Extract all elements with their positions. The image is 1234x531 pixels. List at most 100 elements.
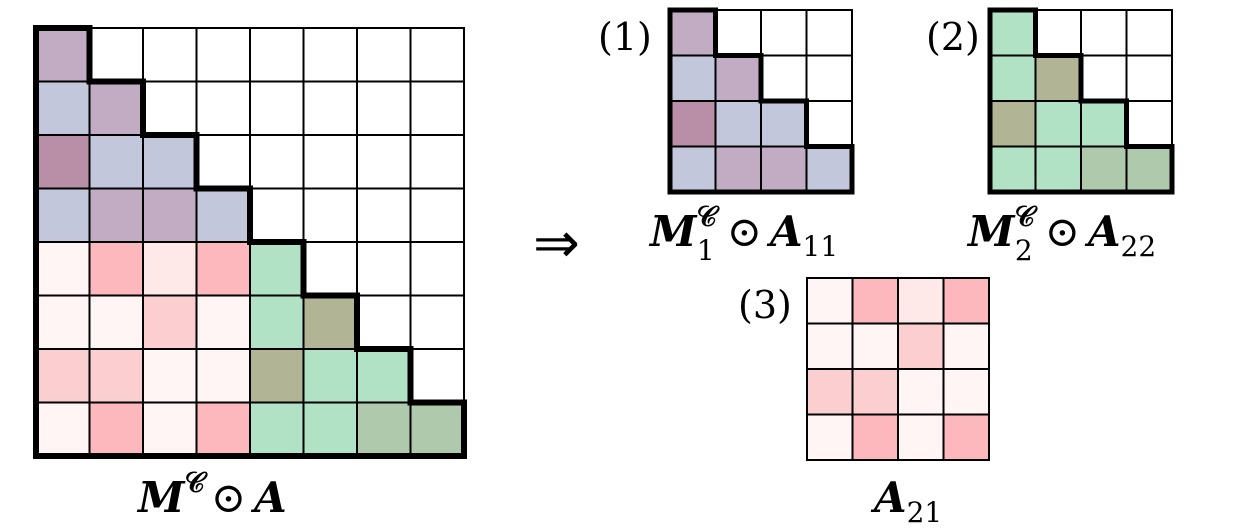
masked-cell [1080, 54, 1128, 102]
attended-cell [88, 241, 144, 297]
block-22-caption: M𝒞 2 ⊙ A22 [966, 200, 1156, 267]
attended-cell [851, 322, 899, 370]
masked-cell [805, 54, 853, 102]
attended-cell [897, 322, 945, 370]
masked-cell [760, 54, 808, 102]
block-11-grid [667, 7, 855, 195]
masked-cell [249, 134, 305, 190]
masked-cell [409, 241, 465, 297]
block-21-grid [806, 277, 990, 461]
masked-cell [409, 80, 465, 136]
causal-mask-outline [987, 7, 1175, 195]
attended-cell [1125, 145, 1173, 193]
masked-cell [302, 80, 358, 136]
block-1-label: (1) [598, 15, 652, 59]
attended-cell [35, 80, 91, 136]
masked-cell [142, 27, 198, 83]
attended-cell [195, 241, 251, 297]
masked-cell [249, 80, 305, 136]
attended-cell [35, 294, 91, 350]
attended-cell [195, 348, 251, 404]
attended-cell [88, 134, 144, 190]
attended-cell [851, 277, 899, 325]
attended-cell [142, 187, 198, 243]
masked-cell [195, 80, 251, 136]
attended-cell [302, 401, 358, 457]
attended-cell [88, 401, 144, 457]
attended-cell [714, 54, 762, 102]
attended-cell [942, 413, 990, 461]
attended-cell [806, 368, 854, 416]
attended-cell [249, 241, 305, 297]
masked-cell [1125, 9, 1173, 57]
attended-cell [897, 277, 945, 325]
block-2-label: (2) [926, 15, 980, 59]
attended-cell [249, 294, 305, 350]
attended-cell [1034, 100, 1082, 148]
attended-cell [142, 294, 198, 350]
attended-cell [942, 277, 990, 325]
attended-cell [806, 322, 854, 370]
masked-cell [356, 187, 412, 243]
attended-cell [806, 277, 854, 325]
masked-cell [1125, 54, 1173, 102]
attended-cell [806, 413, 854, 461]
attended-cell [35, 241, 91, 297]
attended-cell [356, 348, 412, 404]
masked-cell [1034, 9, 1082, 57]
full-mask-grid [33, 25, 467, 459]
attended-cell [851, 368, 899, 416]
attended-cell [142, 241, 198, 297]
masked-cell [805, 9, 853, 57]
attended-cell [35, 134, 91, 190]
implies-arrow: ⇒ [533, 211, 580, 276]
masked-cell [409, 187, 465, 243]
attended-cell [989, 54, 1037, 102]
masked-cell [409, 348, 465, 404]
attended-cell [302, 348, 358, 404]
masked-cell [1125, 100, 1173, 148]
attended-cell [88, 294, 144, 350]
attended-cell [989, 145, 1037, 193]
masked-cell [409, 134, 465, 190]
block-11-caption: M𝒞 1 ⊙ A11 [648, 200, 838, 267]
block-22-grid [987, 7, 1175, 195]
attended-cell [35, 187, 91, 243]
masked-cell [1080, 9, 1128, 57]
attended-cell [356, 401, 412, 457]
attended-cell [195, 401, 251, 457]
masked-cell [409, 27, 465, 83]
masked-cell [805, 100, 853, 148]
attended-cell [897, 413, 945, 461]
masked-cell [356, 27, 412, 83]
attended-cell [669, 54, 717, 102]
masked-cell [409, 294, 465, 350]
attended-cell [989, 9, 1037, 57]
attended-cell [1080, 145, 1128, 193]
masked-cell [142, 80, 198, 136]
attended-cell [409, 401, 465, 457]
causal-mask-outline [33, 25, 467, 459]
block-21-caption: A21 [870, 473, 942, 529]
attended-cell [942, 368, 990, 416]
masked-cell [302, 187, 358, 243]
masked-cell [356, 241, 412, 297]
attended-cell [897, 368, 945, 416]
attended-cell [142, 348, 198, 404]
masked-cell [88, 27, 144, 83]
attended-cell [1080, 100, 1128, 148]
attended-cell [249, 348, 305, 404]
attended-cell [851, 413, 899, 461]
masked-cell [249, 27, 305, 83]
masked-cell [356, 80, 412, 136]
masked-cell [302, 134, 358, 190]
attended-cell [760, 100, 808, 148]
masked-cell [195, 134, 251, 190]
attended-cell [805, 145, 853, 193]
masked-cell [302, 241, 358, 297]
attended-cell [1034, 54, 1082, 102]
block-3-label: (3) [738, 283, 792, 327]
causal-mask-outline [667, 7, 855, 195]
attended-cell [88, 187, 144, 243]
attended-cell [142, 401, 198, 457]
